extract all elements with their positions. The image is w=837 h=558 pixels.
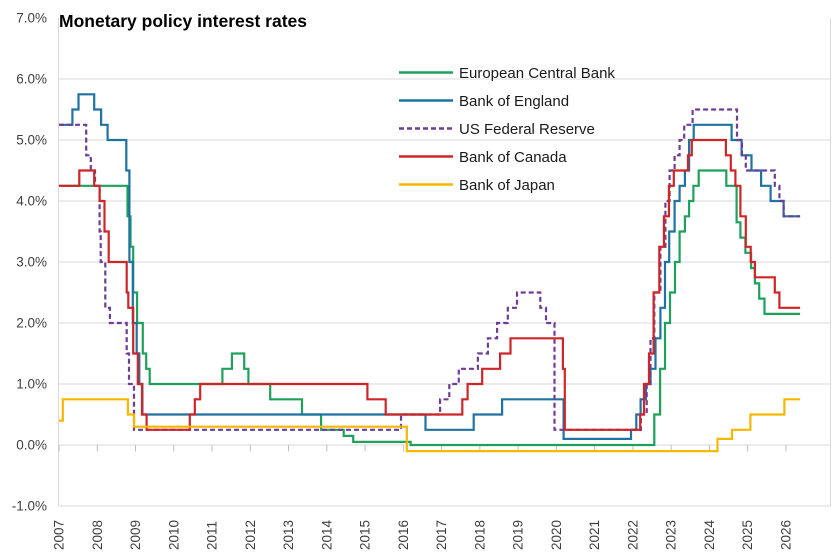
x-axis-label: 2007 bbox=[52, 520, 67, 550]
x-axis-label: 2026 bbox=[778, 520, 793, 550]
y-axis-label: 2.0% bbox=[16, 316, 47, 331]
x-axis-label: 2024 bbox=[702, 519, 717, 550]
legend-label: Bank of England bbox=[459, 93, 569, 110]
x-axis-label: 2012 bbox=[243, 520, 258, 550]
legend-label: European Central Bank bbox=[459, 65, 615, 82]
series-line-us-federal-reserve bbox=[59, 108, 801, 431]
x-axis-label: 2018 bbox=[472, 520, 487, 550]
x-axis-label: 2014 bbox=[319, 519, 334, 550]
x-axis-label: 2016 bbox=[396, 520, 411, 550]
y-axis-label: 5.0% bbox=[16, 133, 47, 148]
legend-label: Bank of Canada bbox=[459, 149, 567, 166]
x-axis-label: 2020 bbox=[549, 520, 564, 550]
x-axis-label: 2017 bbox=[434, 520, 449, 550]
legend-label: US Federal Reserve bbox=[459, 121, 595, 138]
x-axis-label: 2010 bbox=[166, 520, 181, 550]
y-axis-label: 7.0% bbox=[16, 11, 47, 26]
y-axis-label: 0.0% bbox=[16, 438, 47, 453]
x-axis-label: 2008 bbox=[90, 520, 105, 550]
series-line-european-central-bank bbox=[59, 169, 801, 447]
x-axis-label: 2009 bbox=[128, 520, 143, 550]
x-axis-label: 2023 bbox=[664, 520, 679, 550]
series-line-bank-of-japan bbox=[59, 398, 801, 453]
y-axis-label: 6.0% bbox=[16, 72, 47, 87]
series-line-bank-of-england bbox=[59, 93, 801, 440]
x-axis-label: 2021 bbox=[587, 520, 602, 550]
y-axis-label: 1.0% bbox=[16, 377, 47, 392]
x-axis-label: 2022 bbox=[625, 520, 640, 550]
x-axis-label: 2019 bbox=[511, 520, 526, 550]
chart-title: Monetary policy interest rates bbox=[59, 11, 307, 31]
x-axis-label: 2013 bbox=[281, 520, 296, 550]
series-line-bank-of-canada bbox=[59, 138, 801, 431]
y-axis-label: -1.0% bbox=[12, 499, 47, 514]
y-axis-label: 3.0% bbox=[16, 255, 47, 270]
x-axis-label: 2011 bbox=[205, 521, 220, 550]
legend-label: Bank of Japan bbox=[459, 177, 555, 194]
x-axis-label: 2025 bbox=[740, 520, 755, 550]
y-axis-label: 4.0% bbox=[16, 194, 47, 209]
x-axis-label: 2015 bbox=[358, 520, 373, 550]
